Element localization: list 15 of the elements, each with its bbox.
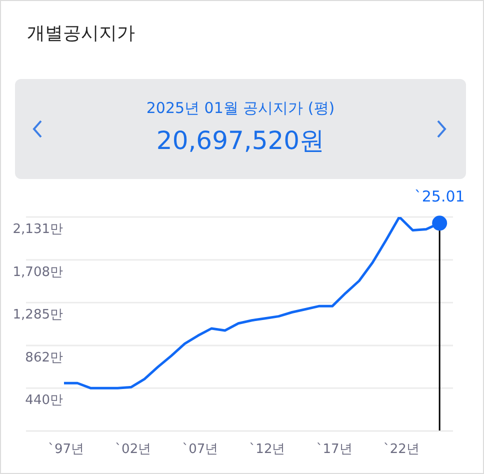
chart-title: 개별공시지가 (27, 22, 135, 45)
x-tick-label: `12년 (249, 442, 286, 457)
y-tick-label: 440만 (25, 393, 63, 408)
chart-subtitle: 2025년 01월 공시지가 (평) (145, 99, 336, 118)
y-tick-label: 2,131만 (12, 222, 63, 237)
y-tick-label: 862만 (25, 350, 63, 366)
x-tick-label: `02년 (115, 442, 152, 457)
y-tick-label: 1,708만 (12, 264, 63, 280)
x-tick-label: `97년 (48, 442, 84, 457)
text: 20,697,520원 (155, 125, 326, 157)
x-tick-label: `17년 (316, 442, 352, 457)
y-tick-label: 1,285만 (12, 308, 63, 323)
x-tick-label: `22년 (383, 442, 420, 457)
x-tick-label: `07년 (182, 442, 218, 457)
ref-line-label: `25.01 (414, 188, 465, 206)
